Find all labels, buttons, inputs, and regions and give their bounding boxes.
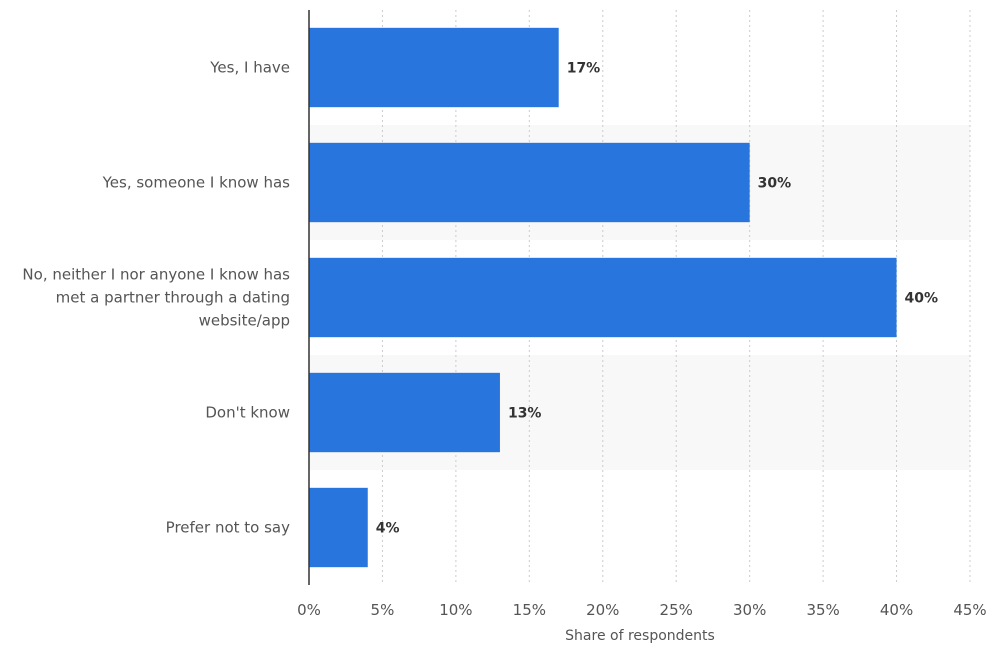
x-tick-label: 15% [513,601,546,619]
bar [309,487,368,568]
data-label: 4% [376,521,400,537]
data-label: 30% [758,176,792,192]
category-label: Prefer not to say [166,519,290,537]
x-tick-label: 30% [733,601,766,619]
data-label: 17% [567,61,601,77]
category-label: No, neither I nor anyone I know has met a… [22,266,290,330]
category-label: Don't know [205,404,290,422]
category-label: Yes, I have [209,59,290,77]
x-tick-label: 35% [806,601,839,619]
category-label: Yes, someone I know has [102,174,291,192]
bar [309,257,897,338]
bar [309,142,750,223]
x-tick-label: 20% [586,601,619,619]
data-labels: 17% 30% 40% 13% 4% [376,61,938,537]
x-tick-label: 40% [880,601,913,619]
x-tick-label: 10% [439,601,472,619]
bar [309,27,559,108]
bars [309,27,897,568]
data-label: 40% [905,291,939,307]
x-tick-label: 45% [953,601,986,619]
x-tick-label: 5% [371,601,395,619]
x-tick-labels: 0% 5% 10% 15% 20% 25% 30% 35% 40% 45% [297,601,987,619]
x-tick-label: 25% [660,601,693,619]
category-labels: Yes, I have Yes, someone I know has No, ne… [22,59,290,537]
x-axis-title: Share of respondents [565,628,715,644]
bar [309,372,500,453]
x-tick-label: 0% [297,601,321,619]
data-label: 13% [508,406,542,422]
